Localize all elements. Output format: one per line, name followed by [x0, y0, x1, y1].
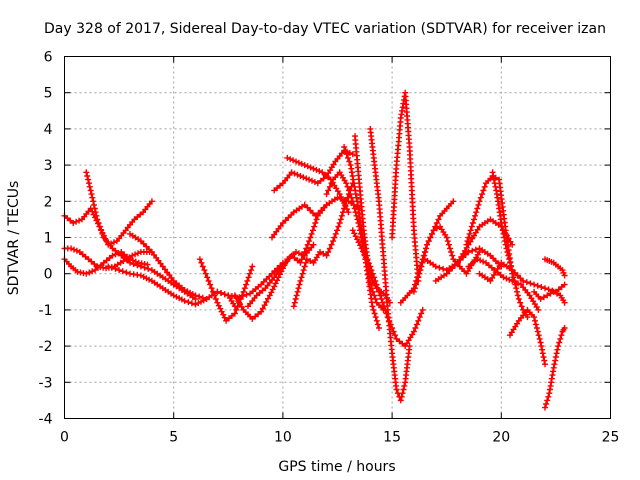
- y-tick-label: 2: [44, 194, 53, 210]
- x-tick-label: 25: [602, 430, 620, 446]
- series-arc-27: [489, 169, 531, 321]
- data-point-markers: [269, 194, 363, 241]
- data-point-markers: [507, 306, 548, 368]
- y-axis-label: SDTVAR / TECUs: [6, 181, 22, 296]
- series-arc-19: [367, 125, 413, 404]
- y-tick-label: -4: [39, 412, 53, 428]
- x-tick-label: 15: [383, 430, 401, 446]
- data-point-markers: [367, 125, 413, 404]
- series-group: [61, 89, 568, 411]
- data-point-markers: [531, 288, 568, 306]
- y-tick-label: 3: [44, 158, 53, 174]
- x-tick-label: 20: [492, 430, 510, 446]
- series-arc-7: [196, 256, 256, 324]
- y-tick-label: 5: [44, 86, 53, 102]
- y-tick-label: -2: [39, 339, 53, 355]
- series-arc-30: [531, 288, 568, 306]
- axis-ticks: 0 5 10 15 20 25 -4 -3 -2 -1 0 1 2 3 4 5 6: [39, 50, 620, 446]
- data-point-markers: [105, 263, 210, 308]
- chart-title: Day 328 of 2017, Sidereal Day-to-day VTE…: [44, 21, 606, 37]
- y-tick-label: 1: [44, 231, 53, 247]
- y-tick-label: 0: [44, 267, 53, 283]
- x-axis-label: GPS time / hours: [278, 459, 395, 475]
- x-tick-label: 10: [274, 430, 292, 446]
- x-tick-label: 5: [169, 430, 178, 446]
- data-point-markers: [290, 180, 356, 310]
- data-point-markers: [489, 169, 531, 321]
- series-arc-29: [507, 306, 548, 368]
- series-arc-32: [542, 325, 568, 411]
- data-point-markers: [542, 256, 568, 279]
- y-tick-label: -3: [39, 375, 53, 391]
- y-tick-label: -1: [39, 303, 53, 319]
- data-point-markers: [83, 169, 199, 302]
- y-tick-label: 6: [44, 50, 53, 66]
- data-point-markers: [389, 89, 422, 284]
- data-point-markers: [352, 133, 393, 306]
- series-arc-14: [290, 180, 356, 310]
- series-arc-5: [105, 263, 210, 308]
- x-tick-label: 0: [60, 430, 69, 446]
- y-tick-label: 4: [44, 122, 53, 138]
- series-arc-4: [83, 169, 199, 302]
- series-arc-20: [389, 89, 422, 284]
- data-point-markers: [196, 256, 256, 324]
- grid: [64, 56, 611, 419]
- data-point-markers: [542, 325, 568, 411]
- series-arc-31: [542, 256, 568, 279]
